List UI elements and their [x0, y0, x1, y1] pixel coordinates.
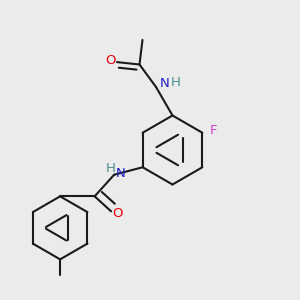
Text: O: O — [112, 207, 123, 220]
Text: H: H — [106, 162, 116, 175]
Text: O: O — [105, 54, 116, 67]
Text: N: N — [116, 167, 126, 180]
Text: H: H — [171, 76, 180, 89]
Text: N: N — [160, 76, 169, 90]
Text: F: F — [210, 124, 218, 137]
